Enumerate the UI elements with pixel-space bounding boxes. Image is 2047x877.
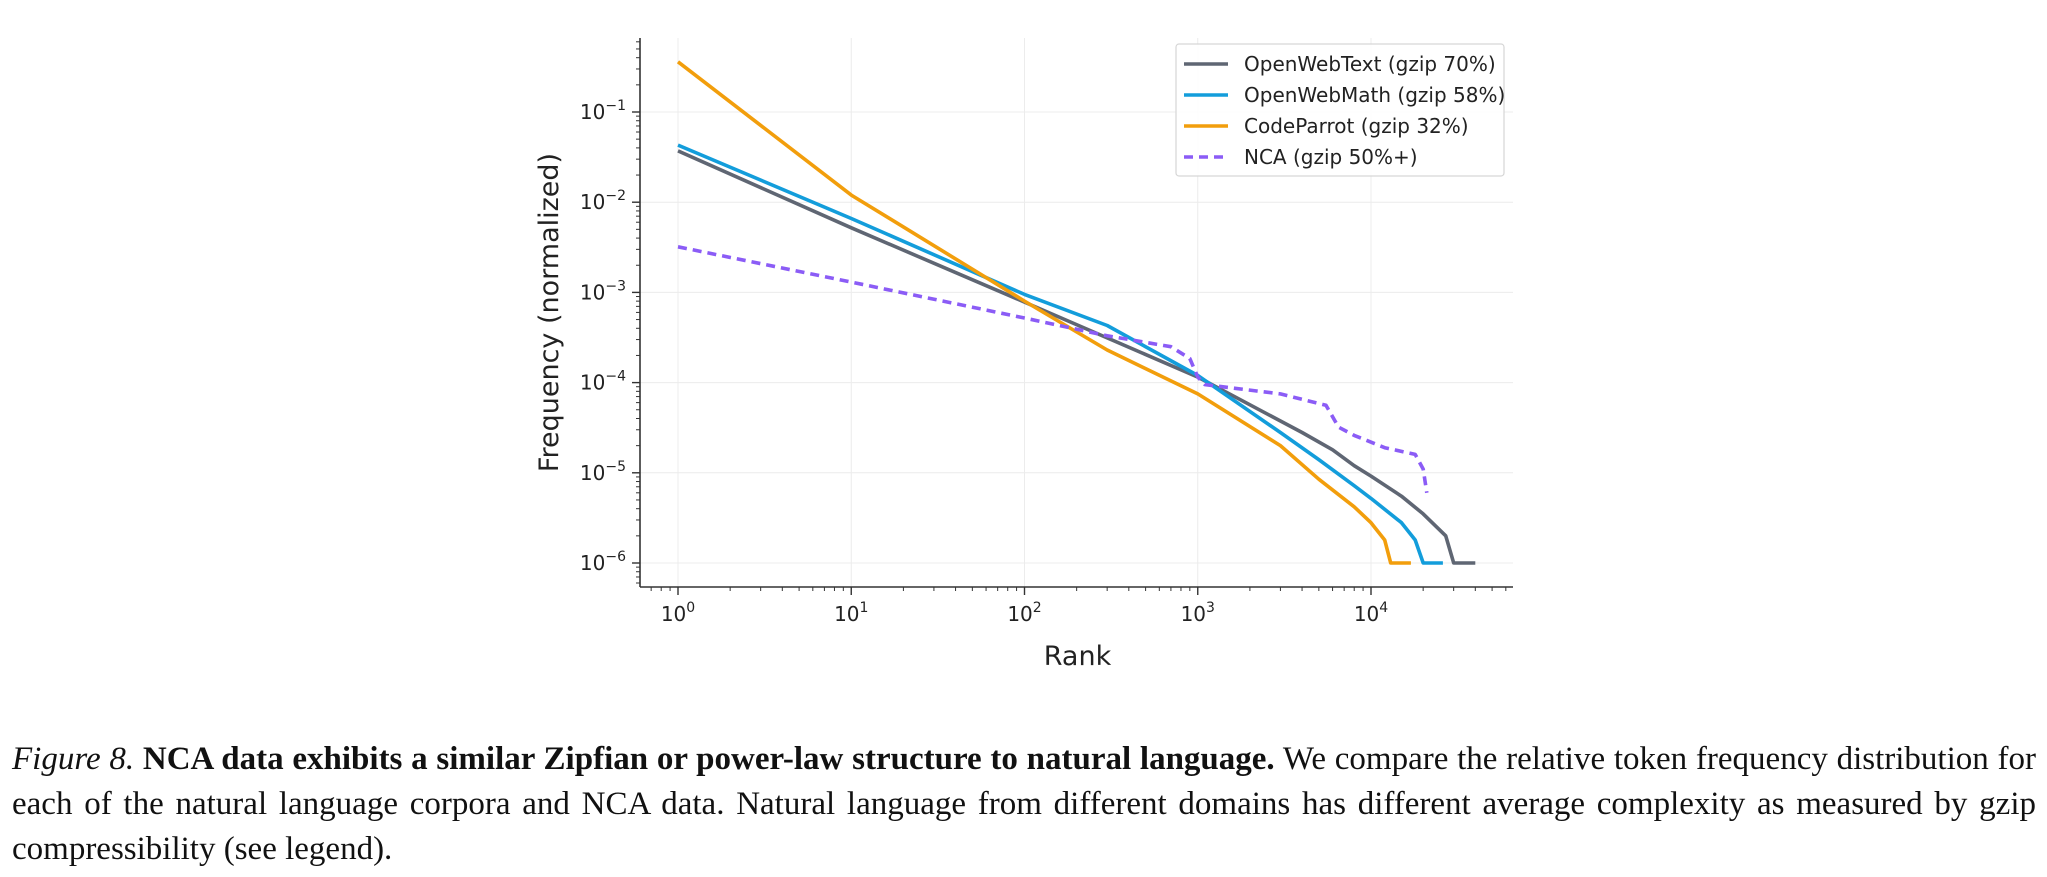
legend-label-2: CodeParrot (gzip 32%) [1244,114,1469,138]
y-tick-label: 10−3 [580,278,626,304]
series-line-2 [676,60,1411,565]
grid [640,38,1513,587]
figure: 100 101 102 103 104 10−6 10−5 10−4 10−3 10−2 10−1 … [534,38,1513,672]
legend-label-0: OpenWebText (gzip 70%) [1244,52,1496,76]
axes: 100 101 102 103 104 10−6 10−5 10−4 10−3 10−2 10−1 [580,38,1513,626]
y-tick-label: 10−4 [580,369,626,395]
y-tick-label: 10−5 [580,459,626,485]
series-line-1 [677,143,1443,565]
legend-box [1175,43,1505,177]
caption-body: We compare the relative token frequency … [12,741,2036,867]
zipf-chart: 100 101 102 103 10410−610−510−410−310−210−1 … [534,38,1513,672]
y-tick-label: 10−1 [580,98,626,124]
caption-figure-number: Figure 8. [12,741,135,777]
legend-label-1: OpenWebMath (gzip 58%) [1244,83,1505,107]
y-tick-label: 10−2 [580,188,626,214]
x-tick-label: 102 [1007,600,1041,626]
x-tick-label: 101 [834,600,868,626]
y-axis-label: Frequency (normalized) [534,153,565,472]
series-lines [676,60,1476,565]
x-tick-label: 100 [661,600,695,626]
x-tick-label: 103 [1181,600,1215,626]
figure-caption: Figure 8. NCA data exhibits a similar Zi… [12,737,2036,872]
x-axis-label: Rank [1044,641,1112,672]
x-tick-label: 104 [1354,600,1388,626]
legend: OpenWebText (gzip 70%) OpenWebMath (gzip … [1175,43,1505,177]
series-line-0 [677,149,1476,565]
legend-label-3: NCA (gzip 50%+) [1244,145,1418,169]
series-line-3 [677,245,1429,494]
y-tick-label: 10−6 [580,549,626,575]
caption-title: NCA data exhibits a similar Zipfian or p… [142,741,1275,777]
